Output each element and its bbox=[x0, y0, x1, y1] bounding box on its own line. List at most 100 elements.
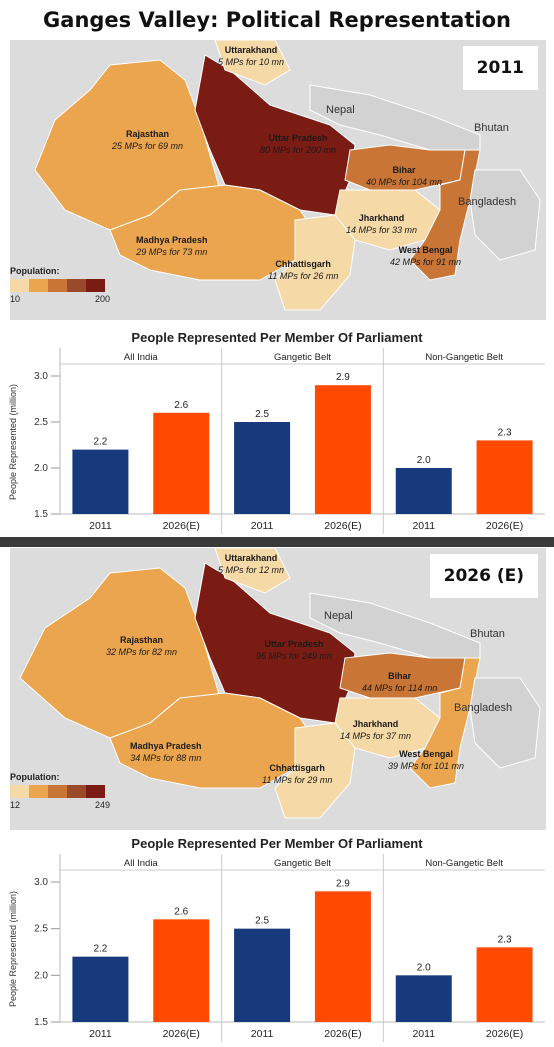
state-label-chhattisgarh: Chhattisgarh 11 MPs for 26 mn bbox=[268, 258, 338, 282]
y-axis-label: People Represented (million) bbox=[8, 891, 18, 1007]
legend-range: 12 249 bbox=[10, 800, 110, 810]
chart-title: People Represented Per Member Of Parliam… bbox=[131, 330, 423, 345]
legend-max: 200 bbox=[94, 294, 110, 304]
x-tick-label: 2026(E) bbox=[486, 520, 523, 532]
x-tick-label: 2011 bbox=[89, 520, 112, 532]
legend-swatch bbox=[48, 279, 67, 292]
legend-swatch bbox=[29, 785, 48, 798]
map-2011-svg bbox=[34, 40, 541, 311]
population-legend: Population: 10 200 bbox=[10, 266, 110, 304]
page-title: Ganges Valley: Political Representation bbox=[43, 8, 511, 32]
state-value: 80 MPs for 200 mn bbox=[260, 145, 337, 155]
state-value: 96 MPs for 249 mn bbox=[256, 651, 333, 661]
bar-value-label: 2.6 bbox=[174, 400, 188, 411]
bar-chart-2026: People Represented (million) 1.5 2.0 2.5 3.0… bbox=[8, 854, 545, 1042]
legend-range: 10 200 bbox=[10, 294, 110, 304]
legend-min: 12 bbox=[10, 800, 21, 810]
nepal-label: Nepal bbox=[324, 610, 353, 622]
x-tick-label: 2011 bbox=[412, 520, 435, 532]
year-badge: 2026 (E) bbox=[429, 554, 538, 598]
bar-2011 bbox=[72, 956, 129, 1022]
state-name: Bihar bbox=[392, 165, 416, 175]
panel-title: Gangetic Belt bbox=[274, 352, 331, 363]
west-bengal-shape bbox=[409, 149, 481, 281]
chhattisgarh-shape bbox=[274, 214, 356, 311]
y-tick-label: 2.0 bbox=[34, 463, 48, 474]
legend-title: Population: bbox=[10, 772, 60, 782]
bar-2011 bbox=[72, 449, 129, 514]
bangladesh-region bbox=[469, 169, 541, 261]
population-legend: Population: 12 249 bbox=[10, 772, 110, 810]
legend-swatch bbox=[86, 279, 105, 292]
nepal-label: Nepal bbox=[326, 104, 355, 116]
bar-value-label: 2.2 bbox=[93, 437, 107, 448]
state-name: Rajasthan bbox=[120, 635, 164, 645]
state-name: West Bengal bbox=[398, 245, 453, 255]
state-name: Madhya Pradesh bbox=[136, 235, 208, 245]
x-tick-label: 2026(E) bbox=[486, 1028, 523, 1040]
chart-2011-block: People Represented Per Member Of Parliam… bbox=[0, 322, 554, 536]
map-2026-svg bbox=[19, 548, 541, 819]
year-badge: 2011 bbox=[462, 46, 538, 90]
section-divider bbox=[0, 537, 554, 547]
bar-value-label: 2.0 bbox=[417, 962, 431, 973]
state-name: Uttar Pradesh bbox=[268, 133, 328, 143]
state-label-bihar: Bihar 40 MPs for 104 mn bbox=[366, 164, 442, 188]
legend-swatch bbox=[29, 279, 48, 292]
map-2011: 2011 Nepal Bhutan Bangladesh Uttarakhand… bbox=[10, 40, 546, 320]
bar-value-label: 2.3 bbox=[498, 427, 512, 438]
bar-value-label: 2.5 bbox=[255, 916, 269, 927]
x-tick-label: 2026(E) bbox=[163, 520, 200, 532]
state-value: 44 MPs for 114 mn bbox=[362, 683, 438, 693]
state-value: 39 MPs for 101 mn bbox=[388, 761, 465, 771]
legend-swatches bbox=[10, 785, 110, 798]
bar-value-label: 2.6 bbox=[174, 906, 188, 917]
state-name: Jharkhand bbox=[358, 213, 405, 223]
legend-swatch bbox=[67, 785, 86, 798]
panel-title: Non-Gangetic Belt bbox=[425, 352, 503, 363]
chart-2026-block: People Represented Per Member Of Parliam… bbox=[0, 830, 554, 1045]
bhutan-label: Bhutan bbox=[474, 122, 509, 134]
bar-2011 bbox=[234, 422, 291, 514]
state-name: Jharkhand bbox=[352, 719, 399, 729]
state-label-madhya-pradesh: Madhya Pradesh 34 MPs for 88 mn bbox=[130, 740, 202, 764]
state-name: Chhattisgarh bbox=[269, 763, 325, 773]
x-tick-label: 2011 bbox=[251, 520, 274, 532]
legend-swatch bbox=[67, 279, 86, 292]
state-label-uttarakhand: Uttarakhand 5 MPs for 10 mn bbox=[218, 44, 284, 68]
state-label-jharkhand: Jharkhand 14 MPs for 33 mn bbox=[346, 212, 417, 236]
bar-value-label: 2.3 bbox=[498, 934, 512, 945]
bar-2011 bbox=[234, 928, 291, 1022]
x-tick-label: 2011 bbox=[251, 1028, 274, 1040]
bar-value-label: 2.2 bbox=[93, 944, 107, 955]
state-value: 25 MPs for 69 mn bbox=[112, 141, 184, 151]
bar-2026(E) bbox=[476, 440, 533, 514]
panel-title: All India bbox=[124, 858, 159, 869]
state-value: 11 MPs for 26 mn bbox=[268, 271, 339, 281]
bangladesh-label: Bangladesh bbox=[458, 196, 517, 208]
legend-swatches bbox=[10, 279, 110, 292]
bar-value-label: 2.9 bbox=[336, 878, 350, 889]
y-tick-label: 1.5 bbox=[34, 509, 48, 520]
state-value: 14 MPs for 37 mn bbox=[340, 731, 412, 741]
y-tick-label: 2.0 bbox=[34, 970, 48, 981]
legend-title: Population: bbox=[10, 266, 60, 276]
panel-title: Gangetic Belt bbox=[274, 858, 331, 869]
state-label-west-bengal: West Bengal 42 MPs for 91 mn bbox=[390, 244, 461, 268]
state-value: 29 MPs for 73 mn bbox=[136, 247, 208, 257]
bar-2026(E) bbox=[153, 919, 210, 1022]
state-name: Uttarakhand bbox=[224, 553, 278, 563]
y-tick-label: 3.0 bbox=[34, 877, 48, 888]
bar-2026(E) bbox=[314, 385, 371, 514]
bar-2011 bbox=[395, 975, 452, 1022]
state-value: 32 MPs for 82 mn bbox=[106, 647, 178, 657]
chhattisgarh-shape bbox=[274, 722, 356, 819]
bar-2026(E) bbox=[314, 891, 371, 1022]
y-tick-label: 2.5 bbox=[34, 924, 48, 935]
state-value: 42 MPs for 91 mn bbox=[390, 257, 462, 267]
chart-title: People Represented Per Member Of Parliam… bbox=[131, 836, 423, 851]
state-value: 5 MPs for 10 mn bbox=[218, 57, 285, 67]
x-tick-label: 2026(E) bbox=[324, 1028, 361, 1040]
state-name: Uttarakhand bbox=[224, 45, 278, 55]
bangladesh-label: Bangladesh bbox=[454, 702, 513, 714]
